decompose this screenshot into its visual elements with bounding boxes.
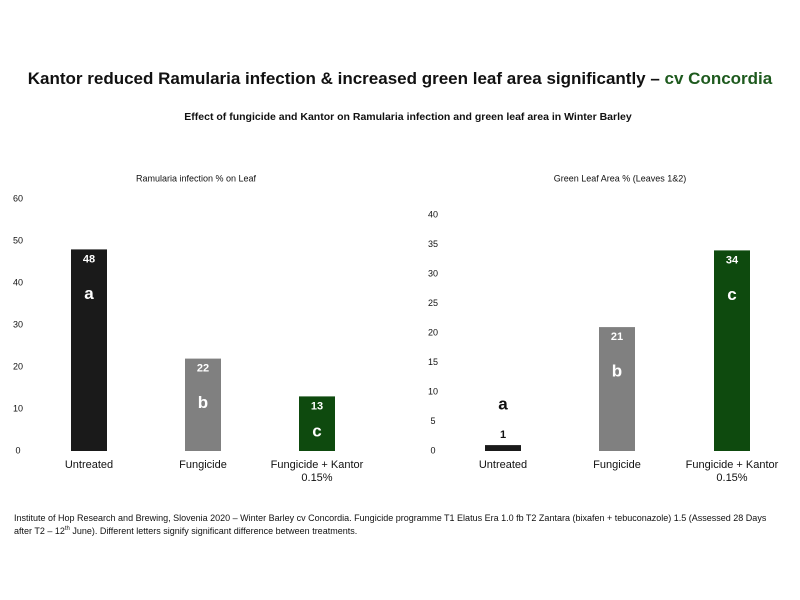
subtitle: Effect of fungicide and Kantor on Ramula… [184, 111, 632, 123]
significance-letter: a [498, 395, 508, 414]
value-label: 34 [726, 254, 739, 266]
y-tick-label: 10 [13, 403, 23, 413]
chart-title: Ramularia infection % on Leaf [136, 173, 257, 183]
x-tick-label: Fungicide [179, 459, 227, 471]
y-tick-label: 0 [15, 445, 20, 455]
y-tick-label: 30 [428, 268, 438, 278]
y-tick-label: 40 [13, 277, 23, 287]
value-label: 21 [611, 331, 623, 343]
y-tick-label: 40 [428, 209, 438, 219]
y-tick-label: 5 [430, 416, 435, 426]
y-tick-label: 30 [13, 319, 23, 329]
y-tick-label: 10 [428, 386, 438, 396]
y-tick-label: 50 [13, 235, 23, 245]
bar [599, 327, 635, 451]
footnote-sup: th [64, 526, 70, 532]
significance-letter: b [198, 393, 208, 412]
chart-title: Green Leaf Area % (Leaves 1&2) [554, 173, 687, 183]
y-tick-label: 15 [428, 357, 438, 367]
significance-letter: c [312, 421, 321, 440]
footnote-text: Institute of Hop Research and Brewing, S… [14, 513, 767, 536]
y-tick-label: 60 [13, 193, 23, 203]
significance-letter: b [612, 362, 622, 381]
bar [299, 396, 335, 451]
value-label: 13 [311, 400, 323, 412]
x-tick-label: Untreated [478, 459, 528, 471]
x-tick-label: Fungicide + Kantor 0.15% [685, 459, 779, 484]
significance-letter: a [84, 284, 94, 303]
value-label: 1 [500, 429, 506, 441]
x-tick-label: Fungicide [593, 459, 641, 471]
y-tick-label: 25 [428, 298, 438, 308]
significance-letter: c [727, 285, 736, 304]
bar [714, 250, 750, 451]
footnote: Institute of Hop Research and Brewing, S… [14, 513, 774, 537]
x-tick-label: Fungicide + Kantor 0.15% [270, 459, 364, 484]
footnote-text: June). Different letters signify signifi… [69, 526, 358, 536]
bar [185, 358, 221, 451]
bar [485, 445, 521, 451]
value-label: 48 [83, 253, 95, 265]
bar [71, 249, 107, 451]
page-title: Kantor reduced Ramularia infection & inc… [28, 69, 773, 88]
y-tick-label: 0 [430, 445, 435, 455]
y-tick-label: 35 [428, 239, 438, 249]
y-tick-label: 20 [428, 327, 438, 337]
value-label: 22 [197, 363, 209, 375]
y-tick-label: 20 [13, 361, 23, 371]
title: Kantor reduced Ramularia infection & inc… [28, 69, 665, 88]
title-highlight: cv Concordia [665, 69, 773, 88]
x-tick-label: Untreated [64, 459, 114, 471]
